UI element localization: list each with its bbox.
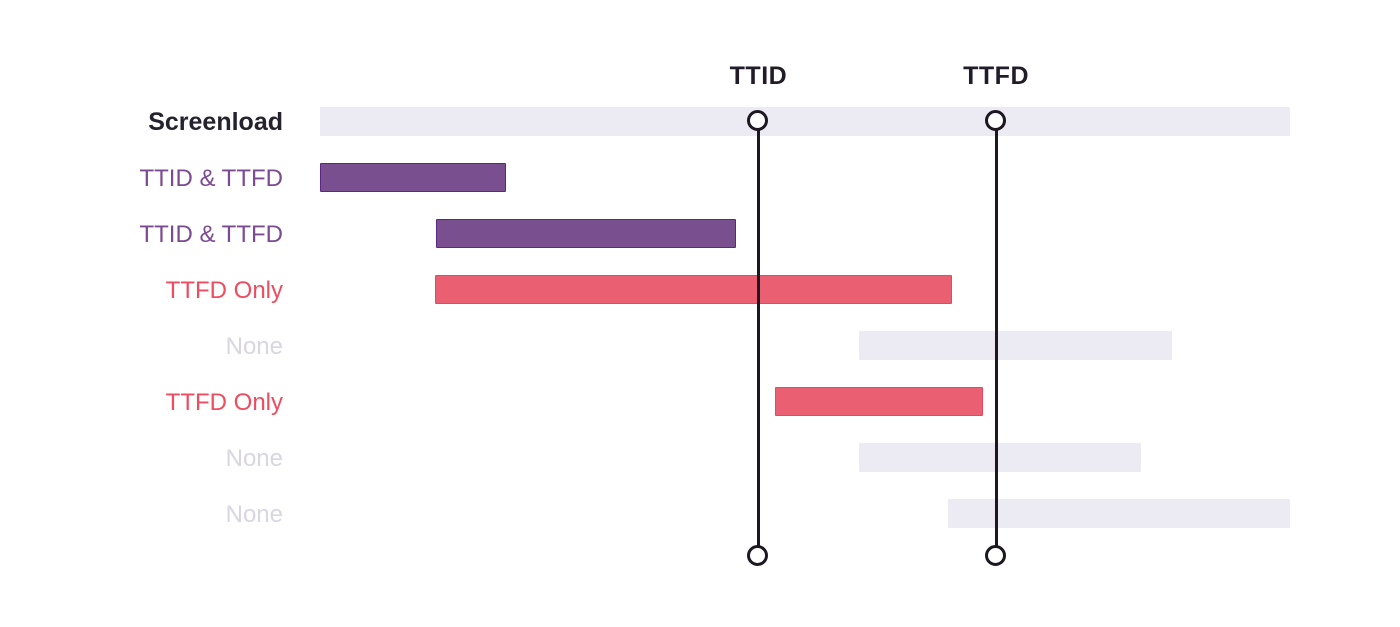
span-bar-none [947,499,1290,528]
marker-circle-top-ttid [747,110,769,131]
row-label-none: None [225,501,283,528]
span-bar-ttfd [774,387,984,416]
span-bar-none [859,443,1141,472]
marker-circle-bottom-ttfd [985,545,1007,566]
span-bar-ttfd [435,275,953,304]
row-label-ttfd: TTFD Only [165,389,283,416]
span-bar-none [859,331,1172,360]
span-bar-both [436,219,737,248]
row-label-both: TTID & TTFD [139,221,283,248]
marker-label-ttid: TTID [729,62,788,90]
marker-label-ttfd: TTFD [963,62,1030,90]
row-label-none: None [225,333,283,360]
marker-line-ttfd [994,121,998,556]
row-label-screenload: Screenload [148,108,283,136]
marker-circle-top-ttfd [985,110,1007,131]
row-label-none: None [225,445,283,472]
span-bar-screenload [320,107,1290,136]
row-label-both: TTID & TTFD [139,165,283,192]
row-label-ttfd: TTFD Only [165,277,283,304]
marker-circle-bottom-ttid [747,545,769,566]
span-bar-both [320,163,507,192]
marker-line-ttid [756,121,760,556]
